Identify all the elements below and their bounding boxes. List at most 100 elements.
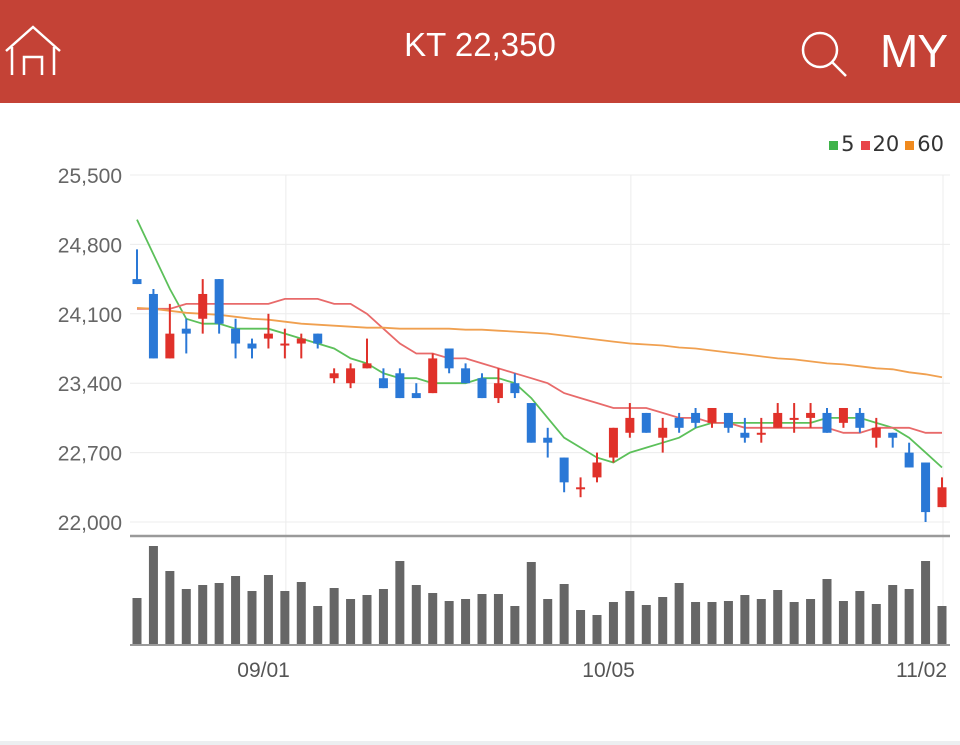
volume-bar bbox=[773, 590, 783, 644]
candle-body bbox=[559, 457, 569, 483]
volume-bar bbox=[165, 571, 175, 644]
volume-bar bbox=[148, 546, 158, 644]
candle-body bbox=[543, 437, 553, 443]
candle-body bbox=[247, 343, 257, 349]
my-button[interactable]: MY bbox=[880, 25, 948, 77]
volume-bar bbox=[888, 585, 898, 644]
volume-bar bbox=[904, 589, 914, 644]
volume-bar bbox=[806, 599, 816, 644]
search-icon[interactable] bbox=[798, 30, 850, 78]
legend-item-ma5: 5 bbox=[829, 132, 855, 156]
candle-body bbox=[773, 412, 783, 428]
candle-body bbox=[740, 432, 750, 438]
y-tick-label: 24,100 bbox=[58, 304, 122, 327]
volume-bar bbox=[395, 561, 405, 644]
volume-bar bbox=[329, 588, 339, 644]
legend-item-ma60: 60 bbox=[905, 132, 944, 156]
x-tick-label: 10/05 bbox=[582, 659, 635, 682]
candle-body bbox=[231, 328, 241, 344]
candle-body bbox=[691, 412, 701, 423]
candle-body bbox=[378, 378, 388, 389]
volume-bar bbox=[592, 615, 602, 644]
candle-body bbox=[526, 403, 536, 443]
candle-body bbox=[444, 348, 454, 369]
volume-bar bbox=[510, 606, 520, 644]
volume-bar bbox=[608, 602, 618, 644]
candle-body bbox=[263, 333, 273, 339]
candle-body bbox=[855, 412, 865, 428]
volume-bar bbox=[855, 591, 865, 644]
legend-item-ma20: 20 bbox=[860, 132, 899, 156]
candle-body bbox=[674, 417, 684, 428]
y-tick-label: 22,000 bbox=[58, 512, 122, 535]
volume-bar bbox=[937, 606, 947, 644]
volume-bar bbox=[691, 602, 701, 644]
y-tick-label: 23,400 bbox=[58, 373, 122, 396]
home-icon[interactable] bbox=[4, 25, 62, 77]
candle-body bbox=[428, 358, 438, 394]
candle-body bbox=[214, 279, 224, 324]
candle-body bbox=[838, 407, 848, 423]
candle-body bbox=[165, 333, 175, 359]
volume-bar bbox=[576, 610, 586, 644]
volume-bar bbox=[428, 593, 438, 644]
candle-body bbox=[871, 427, 881, 438]
candle-body bbox=[789, 417, 799, 420]
volume-bar bbox=[658, 597, 668, 644]
candle-body bbox=[411, 393, 421, 399]
candle-body bbox=[493, 383, 503, 399]
volume-bar bbox=[871, 604, 881, 644]
volume-bar bbox=[707, 602, 717, 644]
chart-legend: 5 20 60 bbox=[829, 132, 944, 156]
volume-bar bbox=[641, 605, 651, 644]
volume-bar bbox=[921, 561, 931, 644]
page-title: KT 22,350 bbox=[404, 26, 556, 63]
bottom-divider bbox=[0, 741, 960, 745]
volume-bar bbox=[838, 601, 848, 644]
volume-bar bbox=[444, 601, 454, 644]
volume-bar bbox=[313, 606, 323, 644]
volume-bar bbox=[181, 589, 191, 644]
ma-line-5 bbox=[136, 219, 943, 469]
x-tick-label: 09/01 bbox=[237, 659, 290, 682]
candle-body bbox=[723, 412, 733, 428]
candle-body bbox=[806, 412, 816, 418]
candle-body bbox=[510, 383, 520, 394]
candle-body bbox=[592, 462, 602, 478]
candle-body bbox=[313, 333, 323, 344]
volume-bar bbox=[461, 599, 471, 644]
candle-body bbox=[707, 407, 717, 423]
volume-bar bbox=[214, 583, 224, 644]
candle-body bbox=[888, 432, 898, 438]
volume-bar bbox=[526, 562, 536, 644]
candle-body bbox=[576, 487, 586, 490]
y-tick-label: 22,700 bbox=[58, 443, 122, 466]
volume-bar bbox=[625, 591, 635, 644]
ma-line-20 bbox=[137, 298, 942, 434]
candle-body bbox=[904, 452, 914, 468]
candle-body bbox=[608, 427, 618, 458]
x-tick-label: 11/02 bbox=[896, 659, 947, 682]
volume-bar bbox=[477, 594, 487, 644]
volume-bar bbox=[296, 582, 306, 644]
volume-bar bbox=[378, 589, 388, 644]
volume-bar bbox=[543, 599, 553, 644]
volume-bar bbox=[756, 599, 766, 644]
volume-bar bbox=[411, 585, 421, 644]
candle-body bbox=[625, 417, 635, 433]
volume-bar bbox=[362, 595, 372, 644]
candle-body bbox=[198, 293, 208, 319]
volume-bar bbox=[822, 579, 832, 644]
app-header: KT 22,350 MY bbox=[0, 0, 960, 103]
candle-body bbox=[132, 279, 142, 285]
volume-bar bbox=[346, 599, 356, 644]
candle-body bbox=[362, 363, 372, 369]
candle-body bbox=[296, 338, 306, 344]
candle-body bbox=[658, 427, 668, 438]
candle-body bbox=[641, 412, 651, 433]
volume-bar bbox=[198, 585, 208, 644]
candle-body bbox=[346, 368, 356, 384]
volume-bar bbox=[723, 601, 733, 644]
volume-bar bbox=[674, 583, 684, 644]
